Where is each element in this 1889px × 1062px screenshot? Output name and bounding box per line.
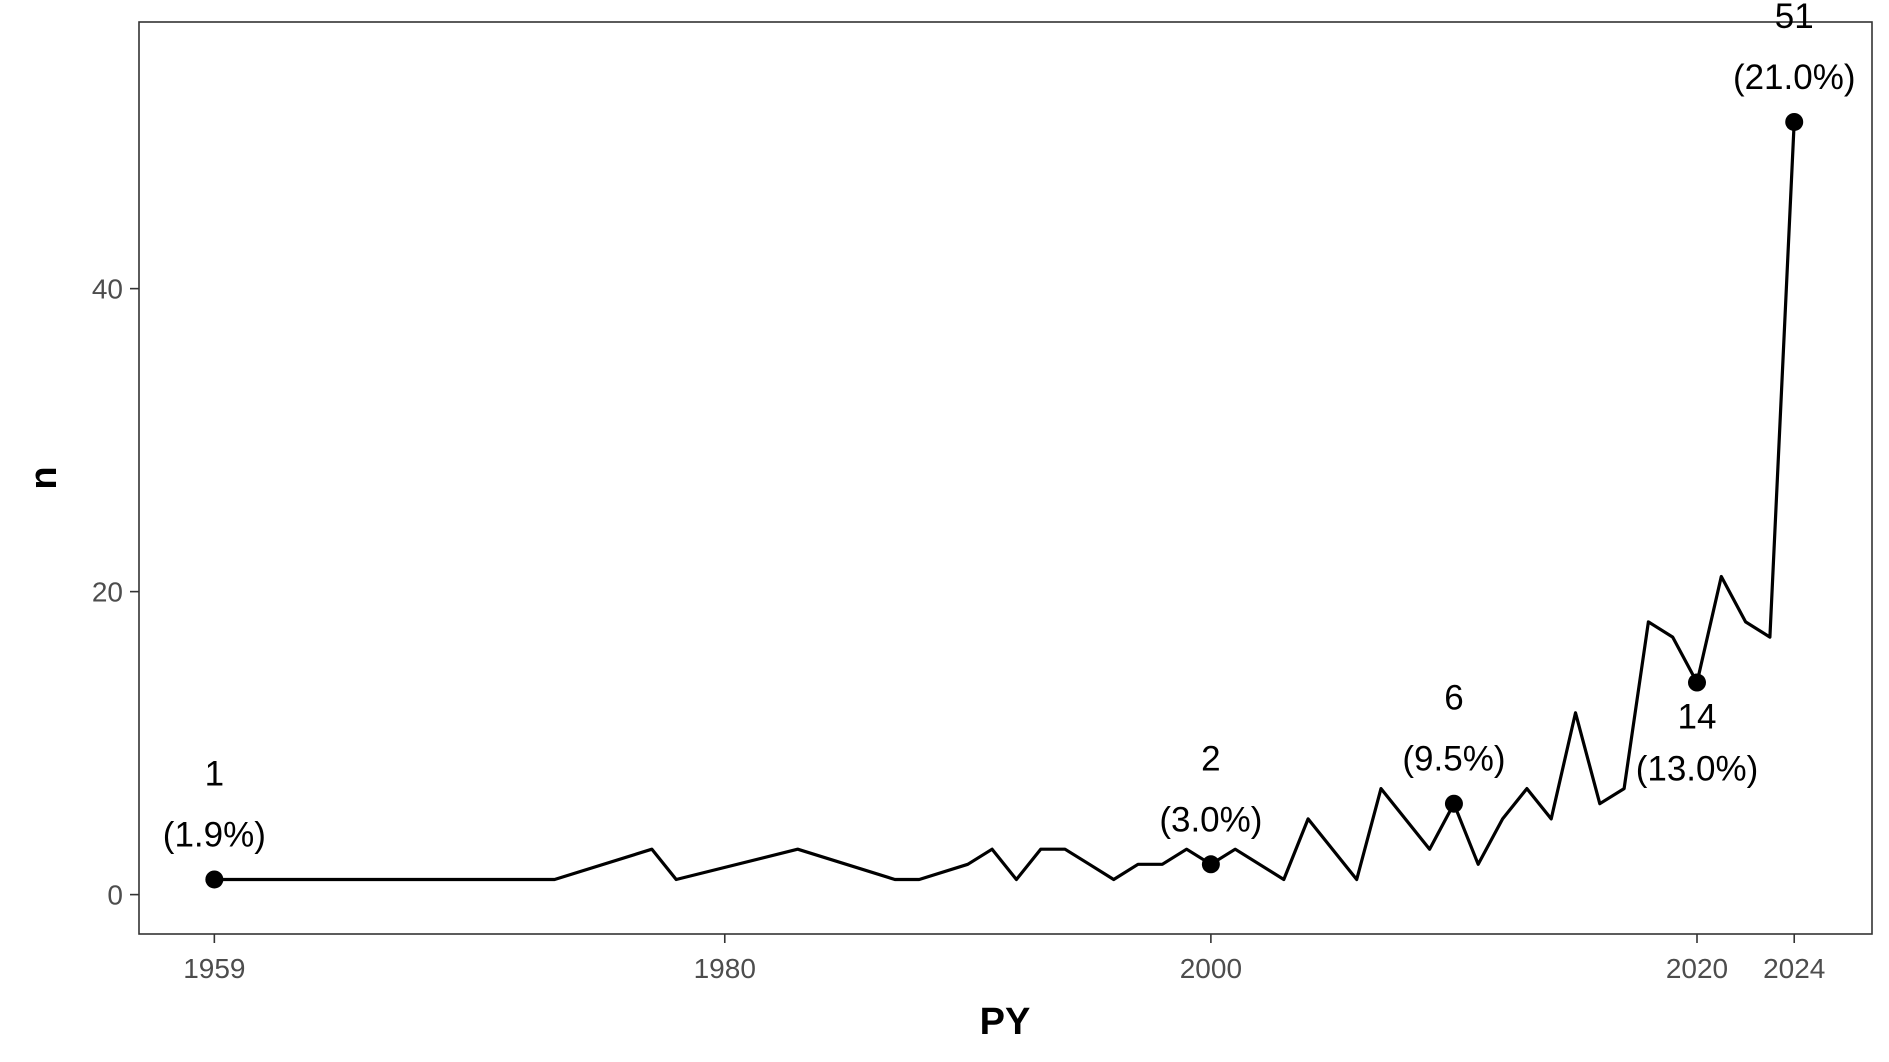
x-axis: 1959 1980 2000 2020 2024 xyxy=(183,934,1825,984)
annotation-count-2000: 2 xyxy=(1201,739,1220,778)
series-line xyxy=(214,121,1796,882)
annotation-count-2010: 6 xyxy=(1444,679,1463,718)
x-tick-label-1980: 1980 xyxy=(694,953,756,984)
y-tick-label-20: 20 xyxy=(92,577,123,608)
y-tick-label-40: 40 xyxy=(92,274,123,305)
x-tick-label-2024: 2024 xyxy=(1763,953,1825,984)
annotation-count-1959: 1 xyxy=(205,754,224,793)
point-2024 xyxy=(1785,112,1804,131)
y-axis: 0 20 40 xyxy=(92,274,139,911)
annotation-pct-2024: (21.0%) xyxy=(1733,58,1856,97)
point-1959 xyxy=(205,870,224,889)
y-axis-title: n xyxy=(23,466,65,489)
point-annotations: 1 (1.9%) 2 (3.0%) 6 (9.5%) 14 (13.0%) 51 (21.0%) xyxy=(163,0,1856,854)
annotation-pct-2020: (13.0%) xyxy=(1636,750,1759,789)
highlight-points xyxy=(205,112,1804,889)
annotation-pct-2010: (9.5%) xyxy=(1402,740,1505,779)
point-2010 xyxy=(1444,794,1463,813)
annotation-pct-1959: (1.9%) xyxy=(163,815,266,854)
annotation-count-2024: 51 xyxy=(1775,0,1814,36)
point-2020 xyxy=(1687,673,1706,692)
annotation-pct-2000: (3.0%) xyxy=(1159,800,1262,839)
x-tick-label-2000: 2000 xyxy=(1180,953,1242,984)
x-tick-label-1959: 1959 xyxy=(183,953,245,984)
x-axis-title: PY xyxy=(980,1001,1031,1043)
panel-border xyxy=(138,21,1873,935)
point-2000 xyxy=(1201,855,1220,874)
x-tick-label-2020: 2020 xyxy=(1666,953,1728,984)
annotation-count-2020: 14 xyxy=(1678,698,1717,737)
y-tick-label-0: 0 xyxy=(107,880,123,911)
